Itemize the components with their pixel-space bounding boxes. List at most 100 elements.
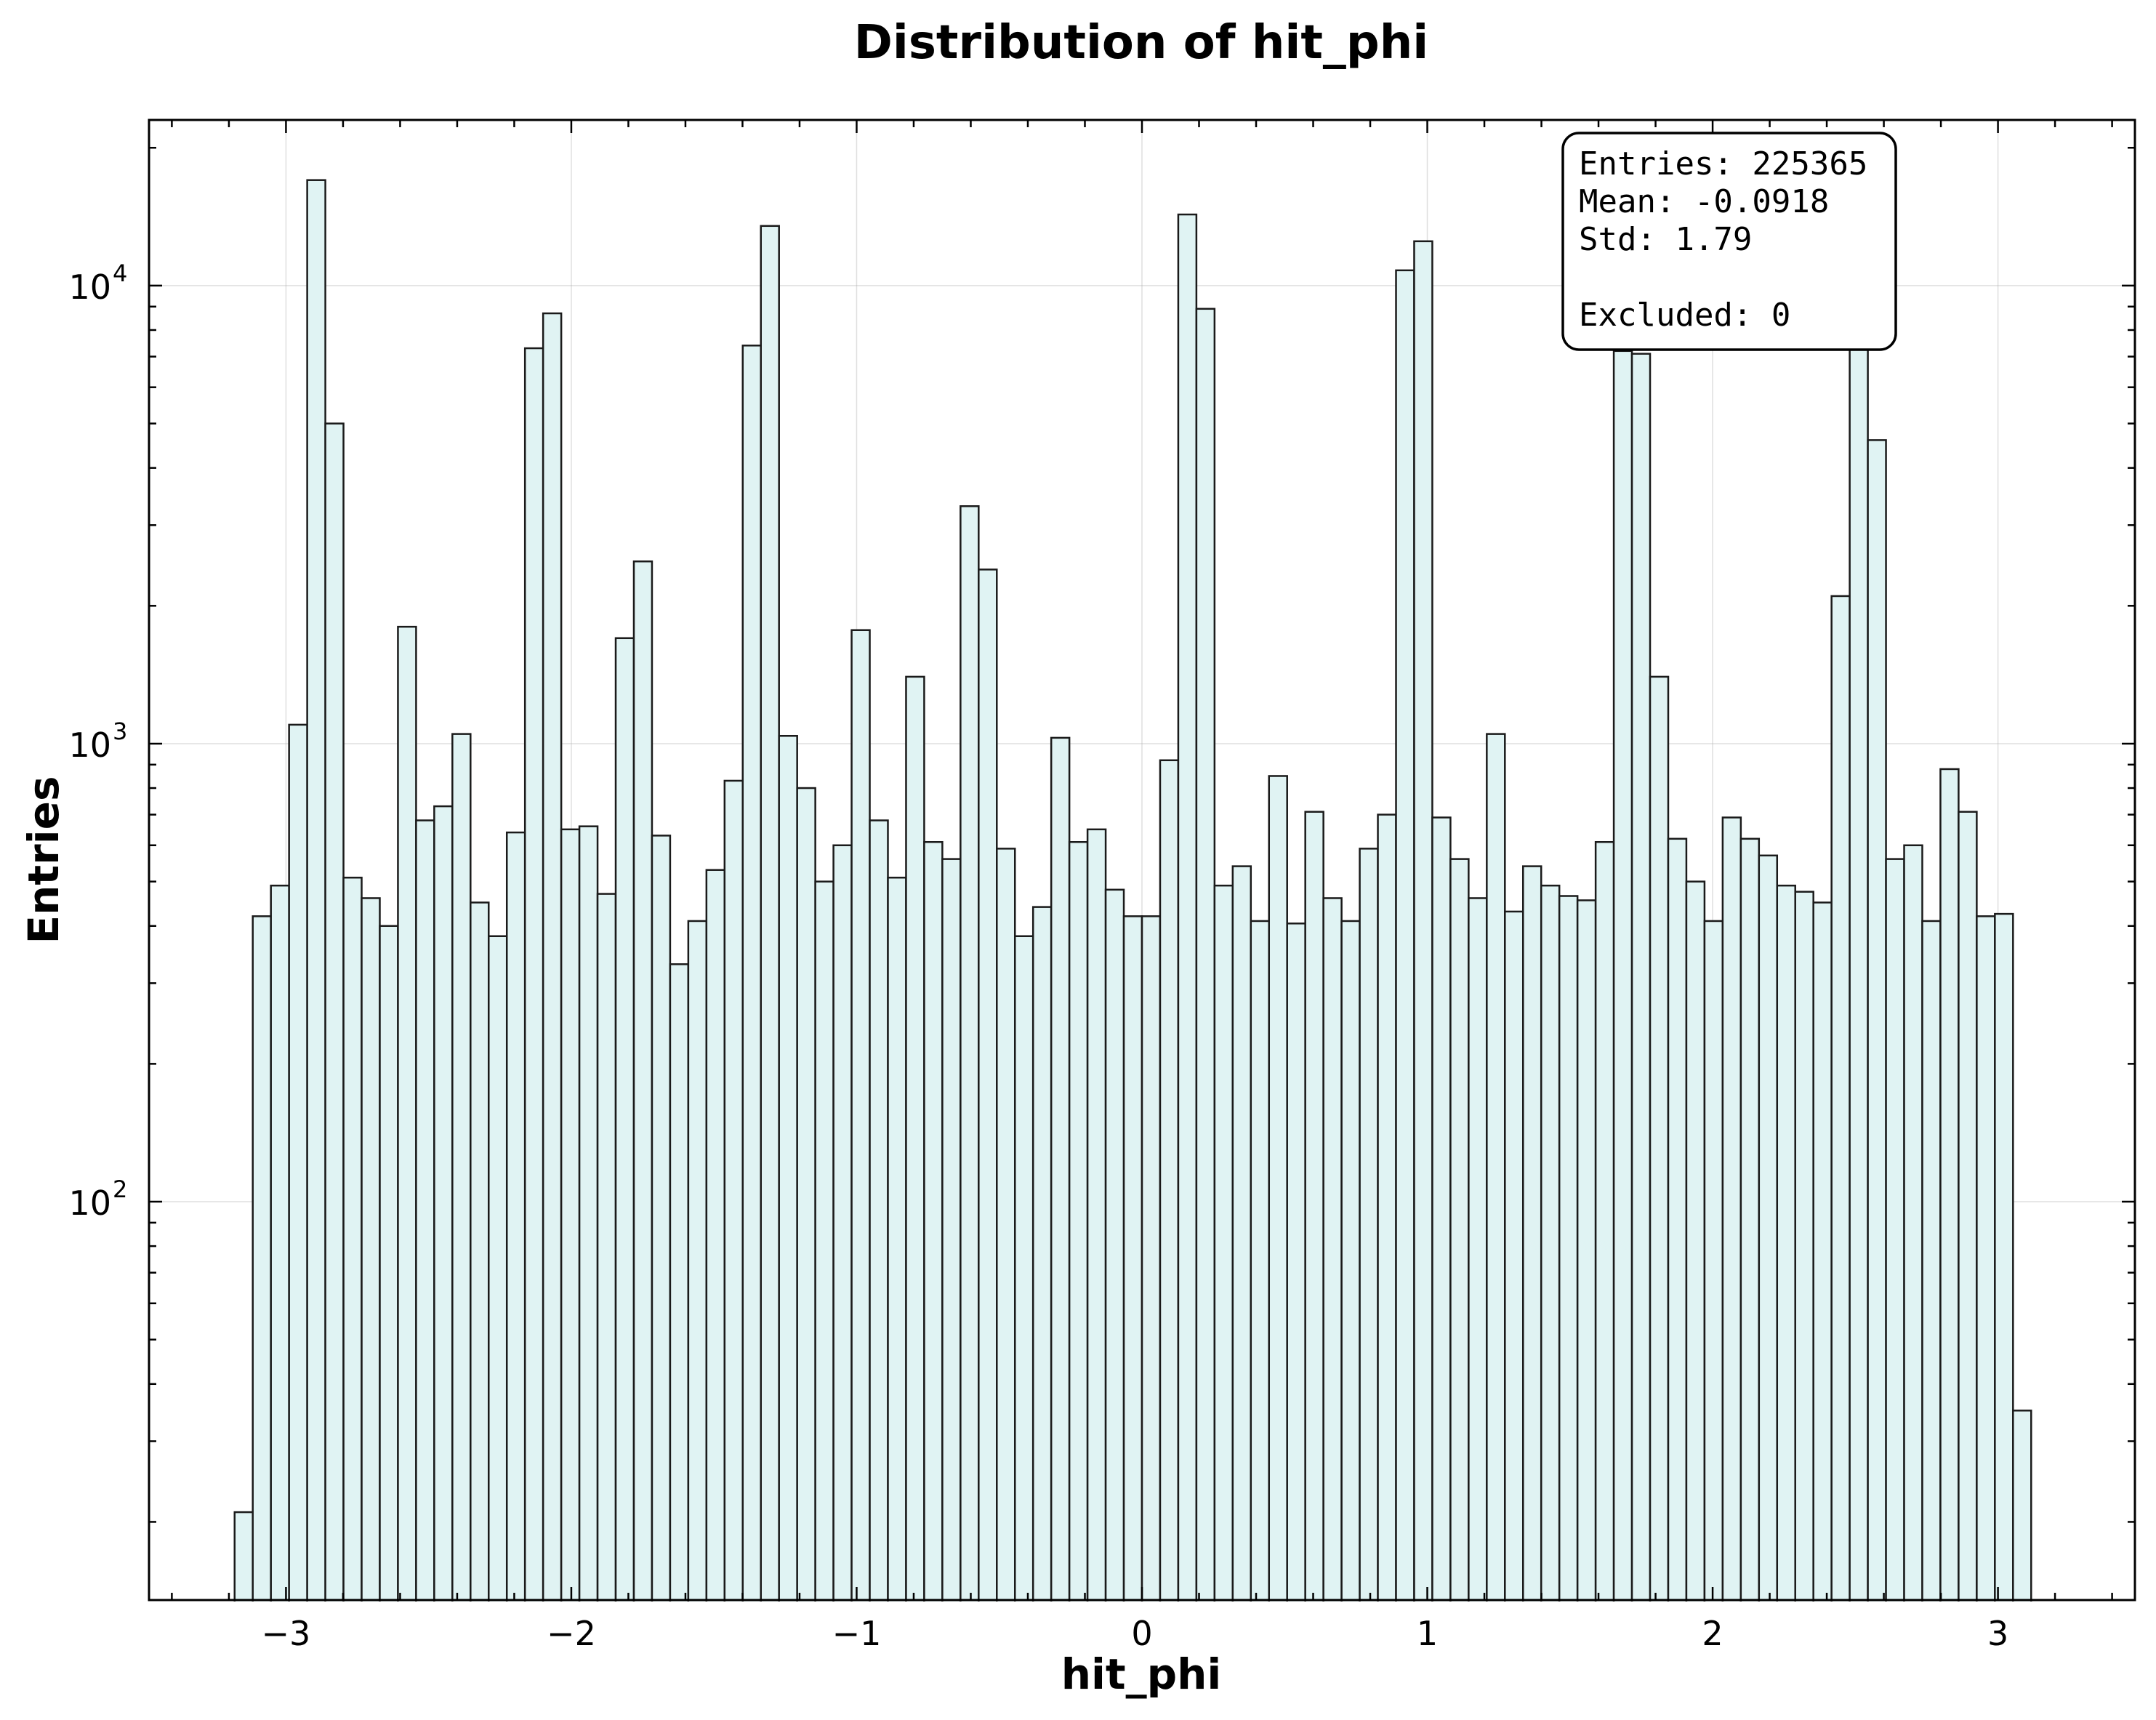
histogram-bar bbox=[1721, 816, 1742, 1606]
x-tick-label: −2 bbox=[547, 1614, 596, 1653]
y-tick-label: 10 bbox=[68, 1183, 111, 1223]
histogram-bar bbox=[2012, 1410, 2032, 1606]
histogram-bar bbox=[941, 858, 962, 1606]
histogram-bar bbox=[415, 819, 435, 1606]
x-tick-label: 0 bbox=[1131, 1614, 1152, 1653]
histogram-bar bbox=[578, 825, 599, 1606]
histogram-bar bbox=[1522, 865, 1542, 1606]
histogram-bar bbox=[270, 884, 290, 1606]
histogram-bar bbox=[1395, 269, 1415, 1606]
histogram-bar bbox=[1104, 888, 1125, 1606]
histogram-bar bbox=[1195, 308, 1216, 1606]
histogram-bar bbox=[1903, 844, 1923, 1606]
histogram-bar bbox=[324, 422, 345, 1606]
histogram-bar bbox=[960, 505, 980, 1606]
histogram-bar bbox=[1086, 828, 1107, 1606]
stats-std: Std: 1.79 bbox=[1579, 221, 1752, 258]
histogram-bar bbox=[741, 345, 762, 1606]
histogram-bar bbox=[705, 869, 726, 1606]
histogram-bar bbox=[1958, 811, 1978, 1606]
histogram-bar bbox=[996, 848, 1016, 1606]
histogram-bar bbox=[397, 625, 417, 1606]
histogram-bar bbox=[614, 637, 635, 1606]
histogram-bar bbox=[1703, 920, 1724, 1606]
histogram-bar bbox=[1013, 935, 1034, 1606]
histogram-bar bbox=[887, 876, 907, 1606]
histogram-bar bbox=[1286, 923, 1306, 1606]
histogram-bar bbox=[1776, 884, 1796, 1606]
histogram-bar bbox=[1649, 675, 1670, 1606]
histogram-bar bbox=[379, 925, 399, 1606]
histogram-bar bbox=[252, 915, 272, 1606]
y-tick-exponent: 3 bbox=[113, 718, 127, 745]
histogram-bar bbox=[306, 179, 326, 1606]
histogram-bar bbox=[1431, 816, 1452, 1606]
histogram-bar bbox=[1340, 920, 1361, 1606]
histogram-bar bbox=[342, 876, 363, 1606]
histogram-bar bbox=[1231, 865, 1252, 1606]
histogram-bar bbox=[596, 893, 617, 1606]
histogram-bar bbox=[1612, 350, 1633, 1606]
histogram-bar bbox=[233, 1511, 254, 1606]
histogram-bar bbox=[1758, 854, 1779, 1606]
histogram-bar bbox=[669, 963, 690, 1606]
stats-mean: Mean: -0.0918 bbox=[1579, 183, 1829, 220]
x-axis-label: hit_phi bbox=[1061, 1649, 1222, 1699]
histogram-bar bbox=[651, 835, 672, 1606]
histogram-bar bbox=[1885, 858, 1905, 1606]
histogram-bar bbox=[1976, 915, 1996, 1606]
stats-box-frame bbox=[1561, 132, 1897, 351]
histogram-bar bbox=[760, 225, 780, 1606]
histogram-bar bbox=[632, 560, 653, 1606]
x-tick-label: −3 bbox=[262, 1614, 311, 1653]
x-tick-label: 3 bbox=[1987, 1614, 2008, 1653]
histogram-bars bbox=[146, 179, 2138, 1631]
histogram-bar bbox=[1213, 884, 1234, 1606]
histogram-bar bbox=[1413, 240, 1433, 1606]
histogram-bar bbox=[1159, 759, 1180, 1606]
histogram-bar bbox=[832, 844, 853, 1606]
histogram-bar bbox=[1359, 848, 1379, 1606]
histogram-bar bbox=[978, 568, 998, 1606]
histogram-bar bbox=[1794, 891, 1814, 1606]
y-tick-label: 10 bbox=[68, 268, 111, 307]
histogram-bar bbox=[1177, 213, 1198, 1606]
histogram-bar bbox=[1812, 901, 1833, 1606]
histogram-bar bbox=[1739, 837, 1761, 1606]
y-tick-exponent: 2 bbox=[113, 1176, 127, 1203]
histogram-bar bbox=[850, 629, 871, 1606]
y-tick-label: 10 bbox=[68, 726, 111, 765]
histogram-bar bbox=[1141, 915, 1162, 1606]
histogram-bar bbox=[470, 901, 490, 1606]
histogram-bar bbox=[1486, 733, 1506, 1606]
histogram-bar bbox=[1594, 840, 1615, 1606]
histogram-bar bbox=[1268, 775, 1288, 1606]
histogram-bar bbox=[723, 779, 744, 1606]
baseline-mask bbox=[146, 1602, 2138, 1631]
histogram-bar bbox=[1449, 858, 1470, 1606]
histogram-bar bbox=[1994, 912, 2014, 1606]
histogram-bar bbox=[451, 733, 472, 1606]
stats-entries: Entries: 225365 bbox=[1579, 145, 1867, 182]
histogram-bar bbox=[1667, 837, 1688, 1606]
histogram-bar bbox=[505, 831, 526, 1606]
histogram-bar bbox=[560, 828, 581, 1606]
histogram-bar bbox=[1540, 884, 1561, 1606]
histogram-bar bbox=[1921, 920, 1942, 1606]
histogram-bar bbox=[1304, 811, 1324, 1606]
x-tick-label: −1 bbox=[832, 1614, 882, 1653]
x-tick-label: 2 bbox=[1702, 1614, 1723, 1653]
histogram-bar bbox=[905, 675, 925, 1606]
histogram-bar bbox=[1322, 897, 1343, 1606]
x-tick-label: 1 bbox=[1417, 1614, 1438, 1653]
histogram-bar bbox=[1468, 897, 1488, 1606]
histogram-bar bbox=[1122, 915, 1143, 1606]
histogram-bar bbox=[1377, 813, 1397, 1606]
histogram-bar bbox=[1867, 439, 1887, 1606]
histogram-bar bbox=[1685, 880, 1706, 1606]
stats-excluded: Excluded: 0 bbox=[1579, 297, 1790, 334]
histogram-bar bbox=[361, 897, 381, 1606]
histogram-bar bbox=[778, 734, 798, 1606]
